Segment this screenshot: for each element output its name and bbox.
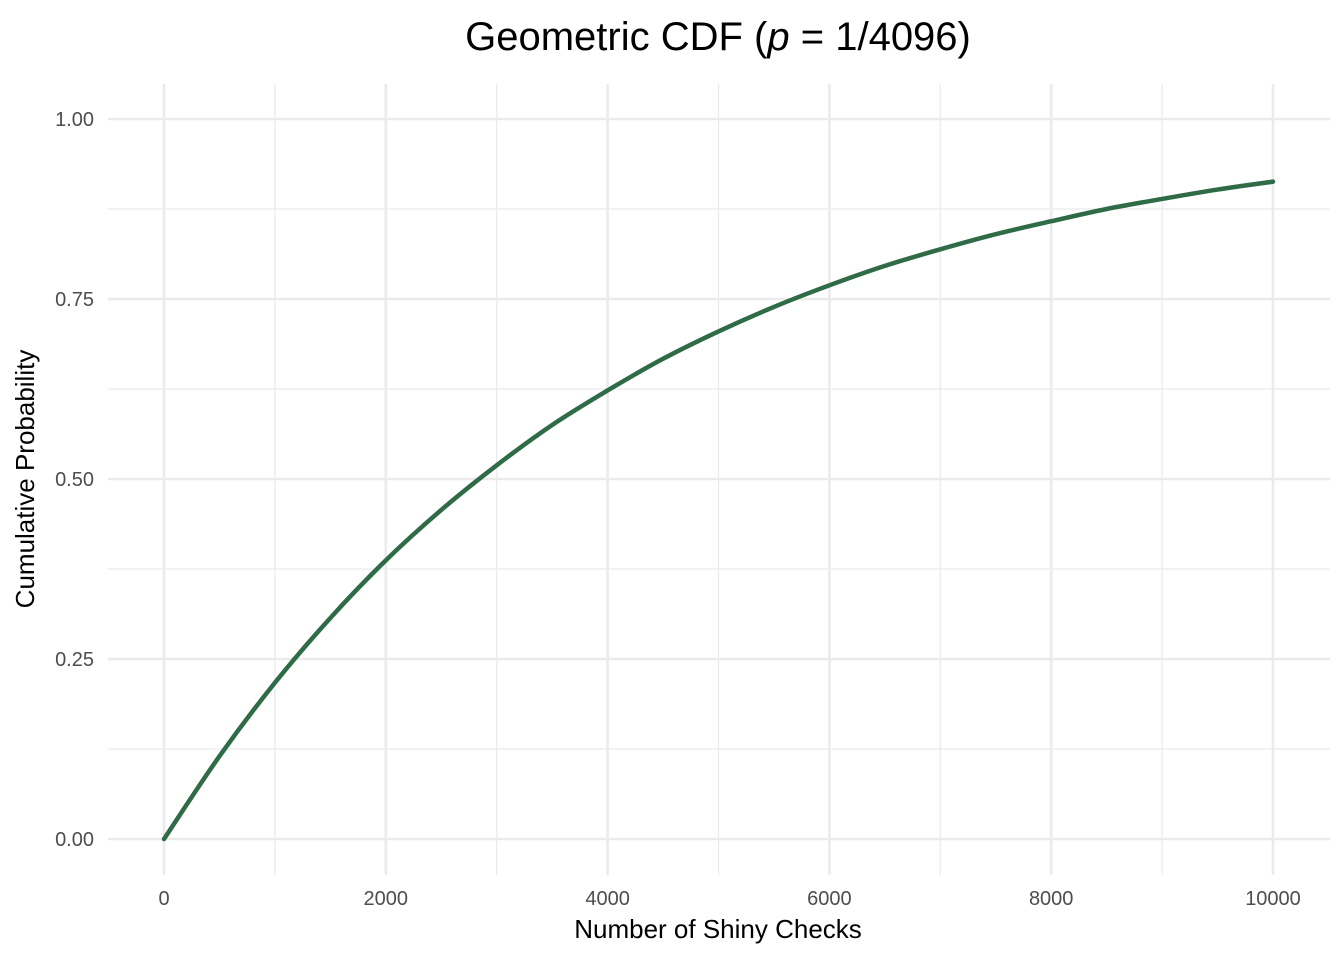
x-tick-label-1: 2000 — [364, 888, 409, 910]
chart-title-p-value: = 1/4096) — [801, 15, 971, 59]
x-tick-label-2: 4000 — [585, 888, 630, 910]
y-tick-label-3: 0.75 — [55, 289, 94, 311]
major-gridlines — [108, 84, 1330, 875]
series-layer — [161, 179, 1276, 842]
y-tick-label-0: 0.00 — [55, 829, 94, 851]
x-axis-tick-labels: 0 2000 4000 6000 8000 10000 — [158, 888, 1300, 910]
y-axis-title: Cumulative Probability — [10, 350, 40, 609]
chart-title: Geometric CDF (p = 1/4096) — [465, 15, 971, 59]
chart-title-p-symbol: p — [766, 15, 789, 59]
x-axis-title: Number of Shiny Checks — [574, 914, 862, 944]
y-tick-label-2: 0.50 — [55, 469, 94, 491]
y-axis-tick-labels: 0.00 0.25 0.50 0.75 1.00 — [55, 109, 94, 851]
cdf-series-line-0 — [161, 179, 1276, 842]
x-tick-label-0: 0 — [158, 888, 169, 910]
x-tick-label-4: 8000 — [1029, 888, 1074, 910]
x-tick-label-3: 6000 — [807, 888, 852, 910]
chart-title-main: Geometric CDF — [465, 15, 743, 59]
x-tick-label-5: 10000 — [1245, 888, 1301, 910]
y-tick-label-4: 1.00 — [55, 109, 94, 131]
y-tick-label-1: 0.25 — [55, 649, 94, 671]
